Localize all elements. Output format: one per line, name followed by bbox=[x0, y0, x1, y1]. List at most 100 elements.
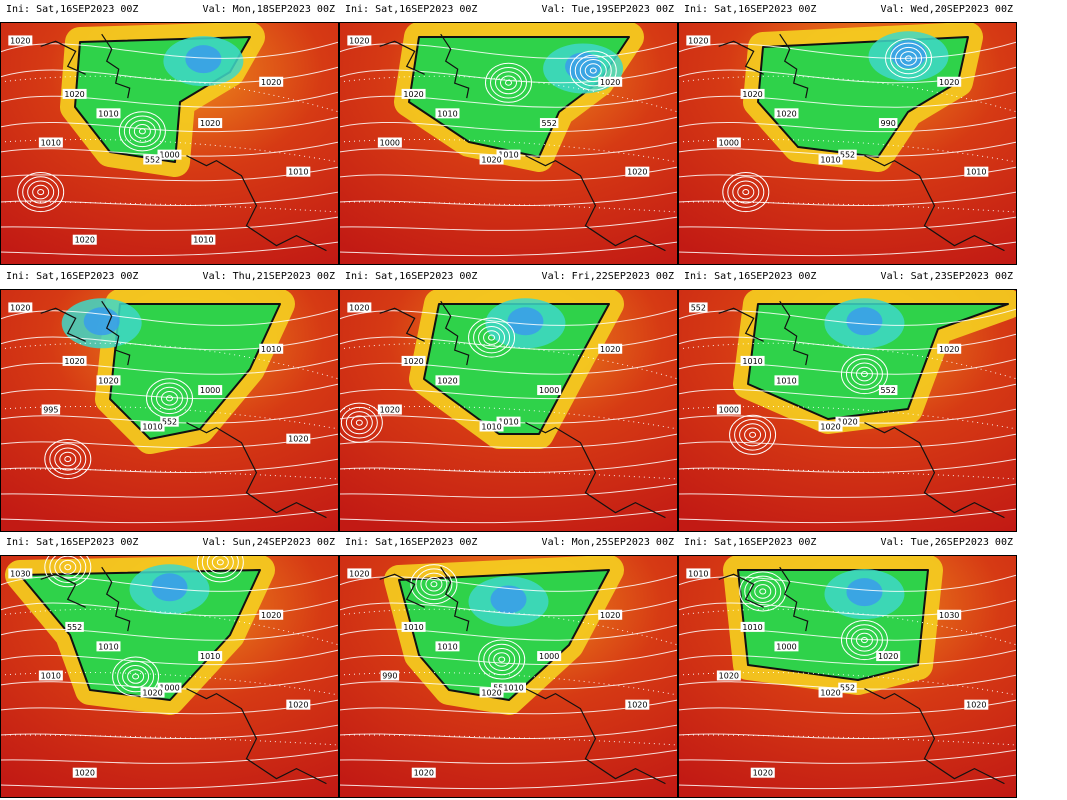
pressure-center-contour bbox=[37, 189, 45, 196]
contour-label: 1010 bbox=[401, 621, 426, 632]
init-time-label: Ini: Sat,16SEP2023 00Z bbox=[6, 4, 139, 15]
pressure-center-contour bbox=[734, 419, 772, 451]
pressure-center-contour bbox=[855, 632, 873, 648]
svg-text:1020: 1020 bbox=[142, 689, 162, 698]
contour-label: 990 bbox=[878, 118, 898, 129]
isobar-line bbox=[339, 458, 678, 473]
svg-text:552: 552 bbox=[542, 119, 557, 128]
coastline bbox=[440, 300, 470, 366]
svg-text:1020: 1020 bbox=[600, 345, 620, 354]
contour-label: 552 bbox=[838, 682, 857, 693]
isobar-line bbox=[678, 749, 1017, 764]
forecast-panel: Ini: Sat,16SEP2023 00Z Val: Wed,20SEP2023… bbox=[678, 0, 1017, 267]
panel-header: Ini: Sat,16SEP2023 00Z Val: Mon,25SEP2023… bbox=[339, 533, 678, 553]
pressure-center-contour bbox=[498, 656, 506, 663]
svg-text:1010: 1010 bbox=[742, 357, 762, 366]
pressure-center-contour bbox=[584, 63, 602, 78]
isobar-line bbox=[678, 674, 1017, 690]
contour-label: 1010 bbox=[686, 568, 711, 579]
pressure-center-contour bbox=[729, 414, 777, 455]
valid-time-label: Val: Tue,26SEP2023 00Z bbox=[880, 537, 1013, 548]
isobar-line bbox=[678, 91, 1017, 108]
svg-text:1010: 1010 bbox=[966, 168, 986, 177]
contour-label: 1020 bbox=[8, 35, 33, 45]
contour-label: 1010 bbox=[496, 149, 521, 160]
svg-text:1000: 1000 bbox=[539, 652, 559, 661]
contour-label: 995 bbox=[41, 404, 61, 415]
coastline bbox=[864, 155, 1005, 252]
svg-text:1030: 1030 bbox=[10, 569, 30, 578]
contour-label: 1020 bbox=[62, 88, 87, 99]
cold-core bbox=[507, 307, 544, 336]
pressure-center-contour bbox=[840, 354, 888, 395]
coastline bbox=[718, 573, 764, 608]
pressure-center-contour bbox=[339, 402, 383, 443]
isobar-line bbox=[339, 508, 678, 524]
isobar-line bbox=[678, 41, 1017, 59]
pressure-center-contour bbox=[122, 664, 150, 689]
contour-label: 1010 bbox=[774, 375, 799, 386]
svg-text:552: 552 bbox=[840, 151, 855, 160]
dotted-temperature-line bbox=[0, 139, 339, 163]
svg-text:1010: 1010 bbox=[481, 423, 501, 432]
contour-label: 1010 bbox=[496, 416, 521, 427]
svg-text:1020: 1020 bbox=[627, 701, 647, 710]
map-canvas: 1020101010109901000551010102010201020102… bbox=[339, 555, 678, 798]
svg-text:1020: 1020 bbox=[820, 423, 840, 432]
isobar-line bbox=[0, 358, 339, 375]
isobar-line bbox=[339, 574, 678, 592]
isobar-line bbox=[678, 191, 1017, 206]
cold-core bbox=[490, 585, 527, 614]
contour-label: 1010 bbox=[140, 421, 165, 432]
cold-core bbox=[846, 307, 883, 336]
contour-label: 1020 bbox=[401, 355, 426, 366]
contour-label: 1020 bbox=[625, 699, 650, 710]
pressure-center-contour bbox=[64, 456, 72, 463]
coastline bbox=[864, 688, 1005, 785]
pressure-center-contour bbox=[742, 189, 750, 196]
dotted-temperature-line bbox=[678, 672, 1017, 696]
pressure-center-contour bbox=[483, 643, 521, 676]
contour-label: 1010 bbox=[191, 234, 216, 245]
svg-text:1020: 1020 bbox=[600, 611, 620, 620]
valid-time-label: Val: Sun,24SEP2023 00Z bbox=[202, 537, 335, 548]
contour-label: 551010 bbox=[491, 682, 526, 693]
isobar-line bbox=[0, 408, 339, 424]
svg-text:552: 552 bbox=[881, 386, 896, 395]
geopotential-map: 1020 1020 1020 995 1000 552 1010 1010 1020 bbox=[0, 289, 339, 532]
svg-text:1000: 1000 bbox=[159, 151, 179, 160]
svg-text:1020: 1020 bbox=[10, 303, 30, 312]
pressure-center-contour bbox=[840, 620, 888, 661]
isobar-line bbox=[678, 724, 1017, 739]
contour-label: 1020 bbox=[72, 234, 97, 245]
coastline bbox=[779, 300, 809, 366]
isobar-line bbox=[678, 216, 1017, 231]
init-time-label: Ini: Sat,16SEP2023 00Z bbox=[6, 537, 139, 548]
map-border bbox=[339, 22, 678, 265]
coastline bbox=[718, 40, 764, 75]
coastline bbox=[101, 300, 131, 366]
geopotential-map: 1020 1020 1020 1020 1000 1010 1010 1020 bbox=[339, 289, 678, 532]
forecast-panel: Ini: Sat,16SEP2023 00Z Val: Fri,22SEP2023… bbox=[339, 267, 678, 534]
contour-label: 1010 bbox=[38, 670, 63, 681]
pressure-center-contour bbox=[744, 427, 762, 443]
svg-text:990: 990 bbox=[382, 672, 397, 681]
pressure-center-contour bbox=[495, 71, 522, 95]
panel-header: Ini: Sat,16SEP2023 00Z Val: Wed,20SEP2023… bbox=[678, 0, 1017, 20]
low-geopotential-region bbox=[747, 303, 1009, 420]
coastline bbox=[718, 307, 764, 342]
svg-text:1020: 1020 bbox=[481, 689, 501, 698]
isobar-line bbox=[339, 699, 678, 715]
isobar-line bbox=[0, 674, 339, 690]
isobar-line bbox=[0, 241, 339, 257]
dotted-temperature-line bbox=[339, 139, 678, 163]
svg-text:1020: 1020 bbox=[403, 90, 423, 99]
dotted-temperature-line bbox=[339, 672, 678, 696]
map-border bbox=[0, 289, 339, 532]
svg-text:1020: 1020 bbox=[414, 769, 434, 778]
map-border bbox=[678, 22, 1017, 265]
contour-label: 1000 bbox=[537, 385, 562, 396]
coastline bbox=[779, 33, 809, 99]
pressure-center-contour bbox=[206, 555, 234, 574]
contour-label: 1030 bbox=[937, 609, 962, 620]
